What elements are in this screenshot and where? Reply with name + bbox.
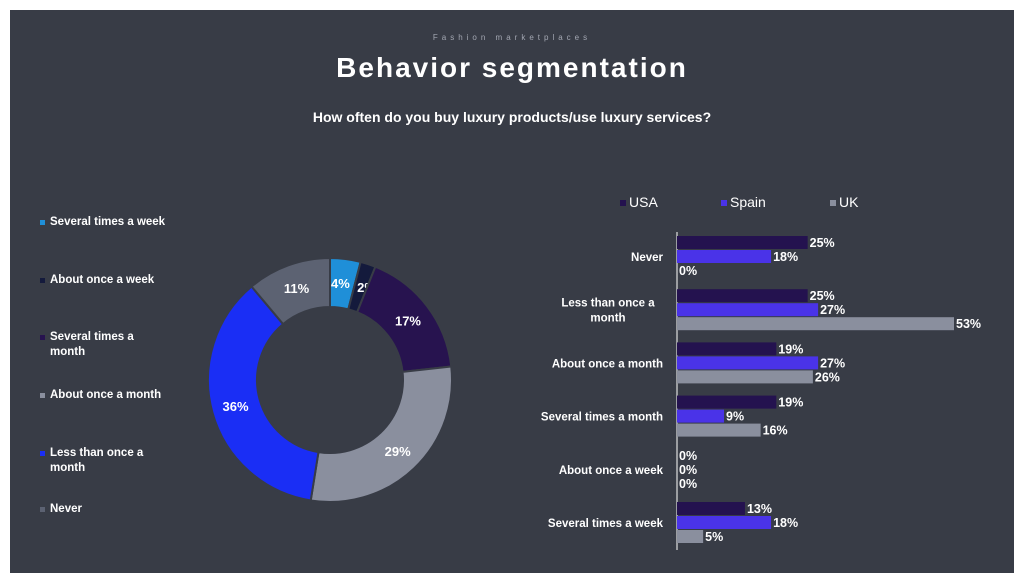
bar-legend-item: USA [620, 194, 658, 210]
bar [677, 342, 777, 356]
donut-slice [309, 365, 453, 503]
legend-swatch [620, 200, 626, 206]
bar-value-label: 25% [810, 236, 835, 250]
bar [677, 317, 954, 331]
bar-value-label: 18% [773, 250, 798, 264]
legend-label: Spain [730, 194, 766, 210]
bar-legend-item: Spain [721, 194, 766, 210]
category-label: About once a week [559, 465, 664, 477]
legend-label: About once a month [50, 389, 162, 401]
legend-swatch [830, 200, 836, 206]
bar [677, 516, 772, 529]
legend-label: UK [839, 194, 859, 210]
donut-value-label: 17% [395, 314, 421, 329]
bar-value-label: 13% [747, 502, 772, 516]
legend-label: Several times a week [50, 216, 166, 228]
legend-swatch [40, 335, 45, 340]
bar-value-label: 26% [815, 370, 840, 384]
legend-swatch [40, 220, 45, 225]
legend-swatch [721, 200, 727, 206]
category-label: Never [631, 252, 663, 264]
legend-swatch [40, 278, 45, 283]
bar [677, 423, 761, 437]
bar [677, 250, 772, 263]
legend-label: Never [50, 503, 82, 515]
legend-swatch [40, 393, 45, 398]
bar-value-label: 0% [679, 463, 697, 477]
bar-value-label: 25% [810, 289, 835, 303]
bar-value-label: 27% [820, 356, 845, 370]
page-title: Behavior segmentation [336, 52, 688, 83]
bar-value-label: 0% [679, 477, 697, 491]
category-label: Less than once a month [561, 298, 655, 325]
donut-value-label: 29% [385, 444, 411, 459]
category-label: Several times a month [541, 412, 663, 424]
bar-value-label: 5% [705, 530, 723, 544]
donut-slice [207, 285, 320, 502]
legend-label: Several times a month [50, 331, 134, 358]
bar [677, 395, 777, 409]
legend-swatch [40, 451, 45, 456]
bar-value-label: 9% [726, 410, 744, 424]
legend-label: USA [629, 194, 658, 210]
bar [677, 409, 725, 423]
donut-value-label: 36% [223, 399, 249, 414]
category-label: About once a month [552, 358, 663, 370]
donut-value-label: 4% [331, 276, 350, 291]
bar [677, 303, 819, 317]
bar-value-label: 16% [763, 424, 788, 438]
donut-slice [250, 256, 331, 326]
bar-value-label: 19% [778, 396, 803, 410]
category-label: Several times a week [548, 518, 664, 530]
bar-value-label: 19% [778, 342, 803, 356]
bar [677, 289, 808, 303]
bar-value-label: 27% [820, 303, 845, 317]
legend-label: About once a week [50, 274, 155, 286]
bar-legend-item: UK [830, 194, 859, 210]
bar [677, 502, 745, 515]
bar-value-label: 53% [956, 317, 981, 331]
donut-chart: 4%2%17%29%36%11% [207, 256, 453, 503]
bar-value-label: 0% [679, 264, 697, 278]
legend-label: Less than once a month [50, 447, 144, 474]
chart-question: How often do you buy luxury products/use… [312, 109, 712, 125]
bar-value-label: 0% [679, 449, 697, 463]
bar [677, 356, 819, 370]
bar [677, 530, 704, 543]
kicker-text: Fashion marketplaces [432, 33, 592, 42]
bar [677, 236, 808, 249]
bar [677, 370, 813, 384]
slide: Fashion marketplaces Behavior segmentati… [10, 10, 1014, 573]
donut-value-label: 11% [284, 281, 310, 296]
legend-swatch [40, 507, 45, 512]
bar-value-label: 18% [773, 516, 798, 530]
